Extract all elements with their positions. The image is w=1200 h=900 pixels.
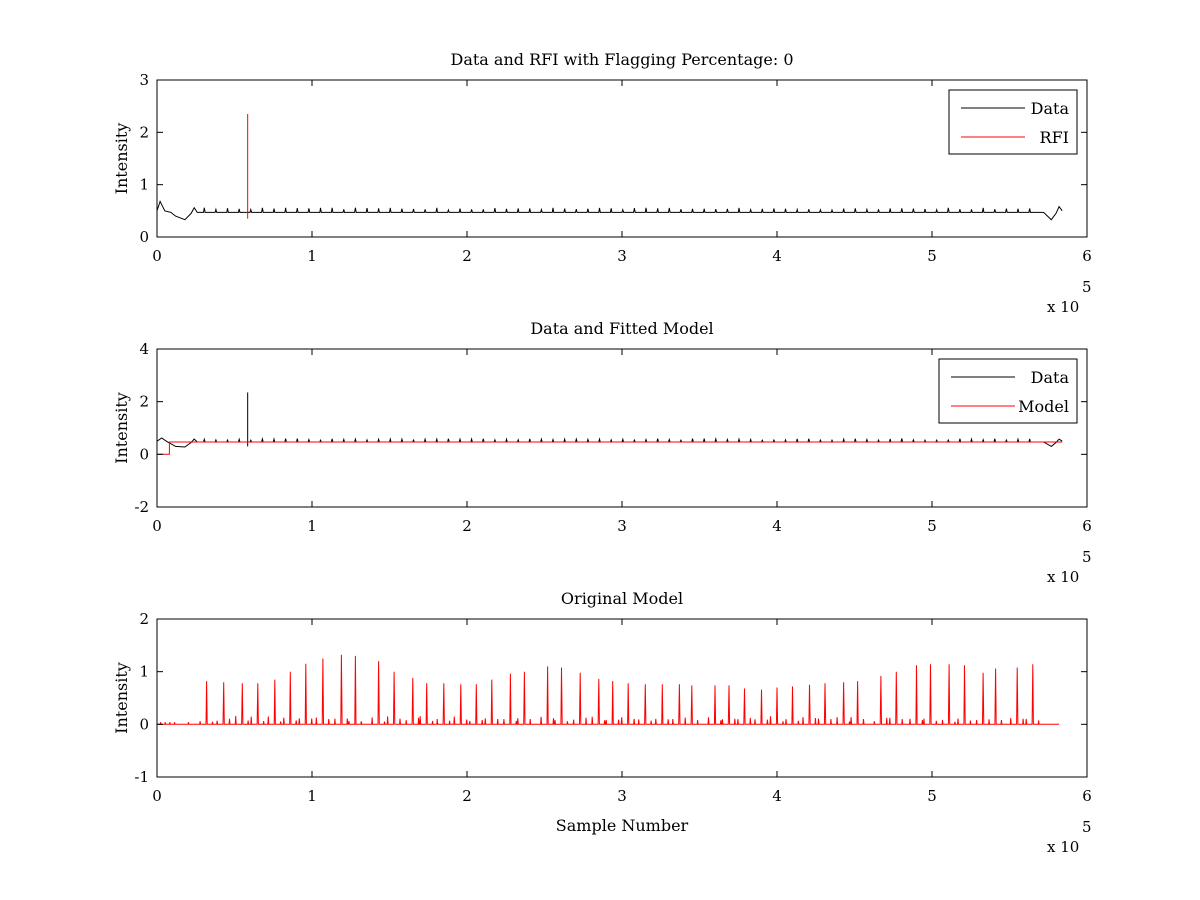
plot-frame [156,348,1088,508]
plot-area [157,392,1063,455]
x-tick-label: 2 [462,787,472,805]
x-multiplier: x 10 [1047,838,1079,856]
series-model-line [157,441,1063,455]
x-tick-label: 6 [1082,787,1092,805]
x-multiplier-exponent: 5 [1082,818,1092,836]
x-tick-label: 5 [927,247,937,265]
plot-area [157,654,1060,725]
x-multiplier: x 10 [1047,298,1079,316]
x-tick-label: 6 [1082,517,1092,535]
x-tick-label: 6 [1082,247,1092,265]
x-tick-label: 4 [772,787,782,805]
x-tick-label: 0 [152,517,162,535]
legend: Data RFI [948,89,1078,155]
y-tick-label: 1 [139,176,149,194]
x-tick-label: 0 [152,787,162,805]
y-tick-label: 2 [139,123,149,141]
x-axis-label: Sample Number [556,816,689,835]
x-tick-label: 5 [927,517,937,535]
y-tick-label: 2 [139,393,149,411]
x-tick-label: 2 [462,517,472,535]
y-axis-label: Intensity [112,662,131,734]
legend-box [938,358,1078,424]
x-tick-label: 3 [617,787,627,805]
x-tick-label: 4 [772,247,782,265]
series-original-model-line [157,654,1060,725]
x-tick-label: 3 [617,517,627,535]
y-tick-label: 0 [139,228,149,246]
y-tick-label: 3 [139,71,149,89]
y-tick-label: 1 [139,663,149,681]
y-tick-label: 0 [139,445,149,463]
legend: Data Model [938,358,1078,424]
x-tick-label: 1 [307,247,317,265]
y-tick-label: -2 [134,498,149,516]
legend-label-data: Data [1031,99,1070,118]
y-tick-label: 0 [139,715,149,733]
legend-label-rfi: RFI [1040,128,1069,147]
x-tick-label: 2 [462,247,472,265]
series-data-line [157,200,1063,221]
legend-label-model: Model [1018,397,1069,416]
x-tick-label: 3 [617,247,627,265]
legend-label-data: Data [1031,368,1070,387]
x-tick-label: 1 [307,787,317,805]
chart-title: Data and Fitted Model [530,319,713,338]
y-tick-label: 2 [139,610,149,628]
y-axis-label: Intensity [112,123,131,195]
plot-area [157,114,1063,221]
x-multiplier: x 10 [1047,568,1079,586]
x-tick-label: 4 [772,517,782,535]
y-axis-label: Intensity [112,392,131,464]
plot-frame [156,618,1088,778]
x-tick-label: 0 [152,247,162,265]
x-tick-label: 1 [307,517,317,535]
plot-frame [156,79,1088,238]
subplot-1: 0 1 2 3 4 5 6 0 1 2 3 Data and RFI with Flagging Pe… [112,50,1092,316]
x-multiplier-exponent: 5 [1082,278,1092,296]
x-tick-label: 5 [927,787,937,805]
chart-title: Data and RFI with Flagging Percentage: 0 [450,50,793,69]
chart-title: Original Model [561,589,683,608]
y-tick-label: -1 [134,768,149,786]
legend-box [948,89,1078,155]
y-tick-label: 4 [139,340,149,358]
x-multiplier-exponent: 5 [1082,548,1092,566]
